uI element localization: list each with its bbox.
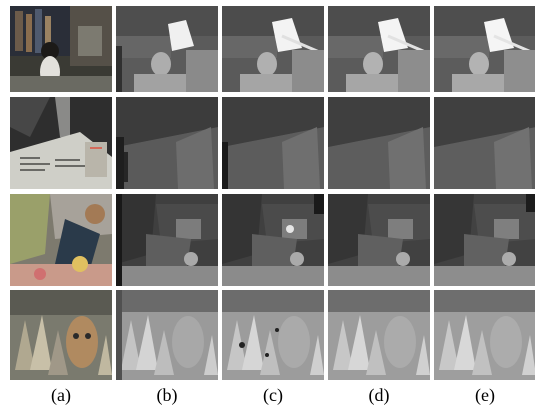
row2-col-e-depth-map	[434, 97, 535, 189]
column-label-d: (d)	[368, 385, 390, 405]
row3-col-b-depth-map	[116, 194, 218, 286]
row1-col-c-depth-map	[222, 6, 324, 92]
row4-col-d-depth-map	[328, 290, 430, 380]
row1-col-b-depth-map	[116, 6, 218, 92]
row2-col-d-depth-map	[328, 97, 430, 189]
row3-col-e-depth-map	[434, 194, 535, 286]
column-label-a: (a)	[51, 385, 71, 405]
row4-col-e-depth-map	[434, 290, 535, 380]
row2-col-c-depth-map	[222, 97, 324, 189]
row1-col-d-depth-map	[328, 6, 430, 92]
column-label-e: (e)	[475, 385, 495, 405]
row2-col-b-depth-map	[116, 97, 218, 189]
row3-col-a-input-image	[10, 194, 112, 286]
row4-col-c-depth-map	[222, 290, 324, 380]
row1-col-a-input-image	[10, 6, 112, 92]
row1-col-e-depth-map	[434, 6, 535, 92]
column-label-c: (c)	[263, 385, 283, 405]
row3-col-d-depth-map	[328, 194, 430, 286]
row4-col-b-depth-map	[116, 290, 218, 380]
row4-col-a-input-image	[10, 290, 112, 380]
column-label-b: (b)	[156, 385, 178, 405]
row3-col-c-depth-map	[222, 194, 324, 286]
row2-col-a-input-image	[10, 97, 112, 189]
